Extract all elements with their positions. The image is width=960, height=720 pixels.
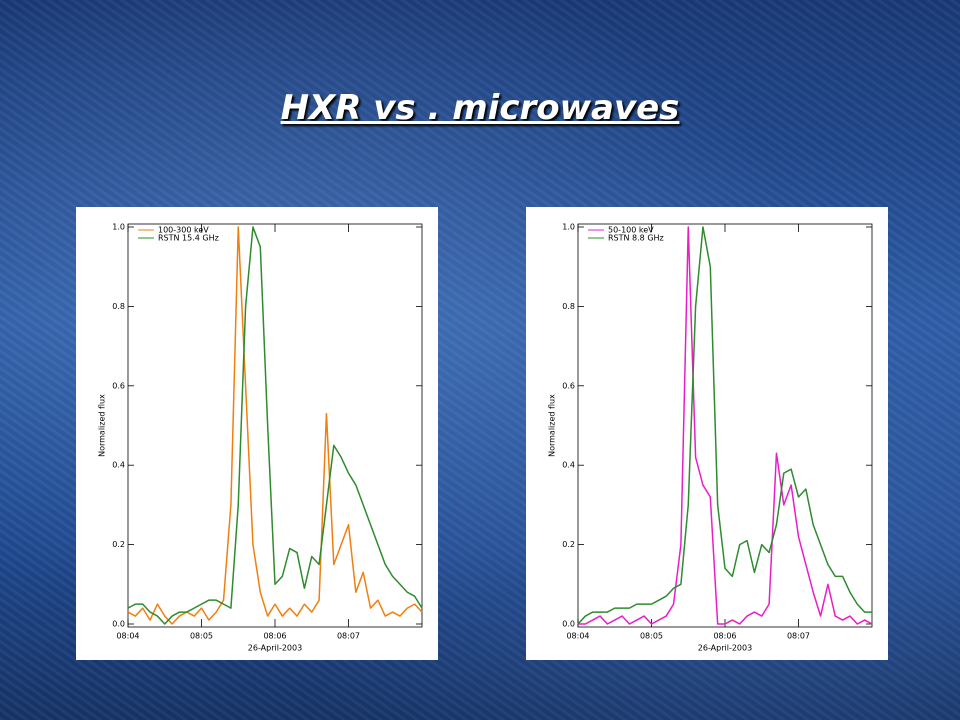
x-tick-label: 08:06 [713, 632, 736, 641]
y-tick-label: 0.4 [112, 461, 125, 470]
chart-panel [76, 207, 438, 660]
y-tick-label: 1.0 [562, 223, 575, 232]
series-line [578, 226, 873, 625]
y-tick-label: 0.2 [112, 540, 125, 549]
legend-label: RSTN 15.4 GHz [158, 234, 219, 243]
legend-label: RSTN 8.8 GHz [608, 234, 664, 243]
x-tick-label: 08:05 [640, 632, 663, 641]
legend-label: 50-100 keV [608, 226, 654, 235]
x-tick-label: 08:07 [337, 632, 360, 641]
x-tick-label: 08:05 [190, 632, 213, 641]
y-tick-label: 0.2 [562, 540, 575, 549]
x-tick-label: 08:06 [263, 632, 286, 641]
y-tick-label: 0.6 [112, 381, 125, 390]
x-axis-label: 26-April-2003 [248, 644, 302, 653]
y-tick-label: 1.0 [112, 223, 125, 232]
y-tick-label: 0.8 [112, 302, 125, 311]
x-tick-label: 08:04 [566, 632, 589, 641]
y-tick-label: 0.4 [562, 461, 575, 470]
series-line [577, 226, 872, 625]
legend-label: 100-300 keV [158, 226, 209, 235]
chart-panel [526, 207, 888, 660]
x-axis-label: 26-April-2003 [698, 644, 752, 653]
y-axis-label: Normalized flux [548, 394, 557, 457]
x-tick-label: 08:04 [116, 632, 139, 641]
y-axis-label: Normalized flux [98, 394, 107, 457]
slide-title: HXR vs . microwaves [280, 88, 680, 128]
series-line [127, 226, 423, 625]
y-tick-label: 0.6 [562, 381, 575, 390]
x-tick-label: 08:07 [787, 632, 810, 641]
y-tick-label: 0.0 [562, 620, 575, 629]
y-tick-label: 0.8 [562, 302, 575, 311]
y-tick-label: 0.0 [112, 620, 125, 629]
series-line [127, 226, 423, 625]
